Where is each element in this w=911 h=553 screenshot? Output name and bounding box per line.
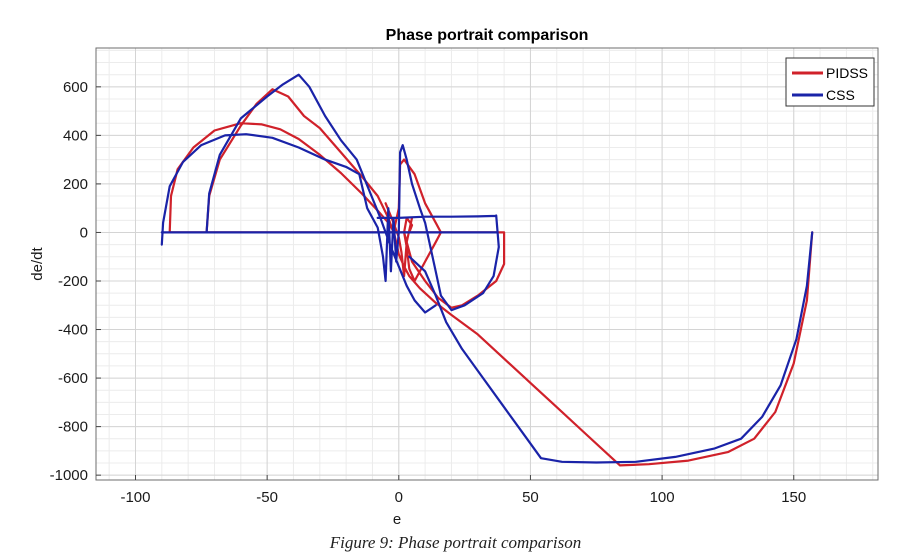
y-tick-label: -200 bbox=[58, 273, 88, 290]
plot-background bbox=[96, 48, 878, 480]
x-tick-label: 150 bbox=[781, 489, 806, 506]
x-tick-label: 100 bbox=[650, 489, 675, 506]
legend-box bbox=[785, 57, 875, 107]
y-tick-label: -600 bbox=[58, 370, 88, 387]
y-axis-label: de/dt bbox=[29, 246, 46, 280]
y-tick-label: 400 bbox=[63, 127, 88, 144]
x-tick-label: 50 bbox=[522, 489, 539, 506]
y-tick-label: -1000 bbox=[50, 467, 88, 484]
y-tick-label: -800 bbox=[58, 419, 88, 436]
chart-title: Phase portrait comparison bbox=[386, 27, 589, 44]
legend: PIDSS CSS bbox=[785, 57, 875, 107]
x-tick-label: -50 bbox=[256, 489, 278, 506]
x-axis-ticks: -100 -50 0 50 100 150 bbox=[120, 475, 806, 506]
x-tick-label: -100 bbox=[120, 489, 150, 506]
x-tick-label: 0 bbox=[395, 489, 403, 506]
x-axis-label: e bbox=[393, 511, 401, 528]
y-tick-label: 0 bbox=[80, 224, 88, 241]
series-line-css bbox=[160, 73, 814, 464]
figure-caption: Figure 9: Phase portrait comparison bbox=[329, 533, 582, 552]
plot-frame bbox=[95, 47, 879, 481]
legend-label-css: CSS bbox=[826, 87, 855, 103]
y-axis-ticks: -1000 -800 -600 -400 -200 0 200 400 600 bbox=[50, 79, 101, 484]
y-tick-label: 600 bbox=[63, 79, 88, 96]
series-layer bbox=[160, 73, 814, 467]
y-tick-label: -400 bbox=[58, 322, 88, 339]
legend-label-pidss: PIDSS bbox=[826, 65, 868, 81]
y-tick-label: 200 bbox=[63, 176, 88, 193]
